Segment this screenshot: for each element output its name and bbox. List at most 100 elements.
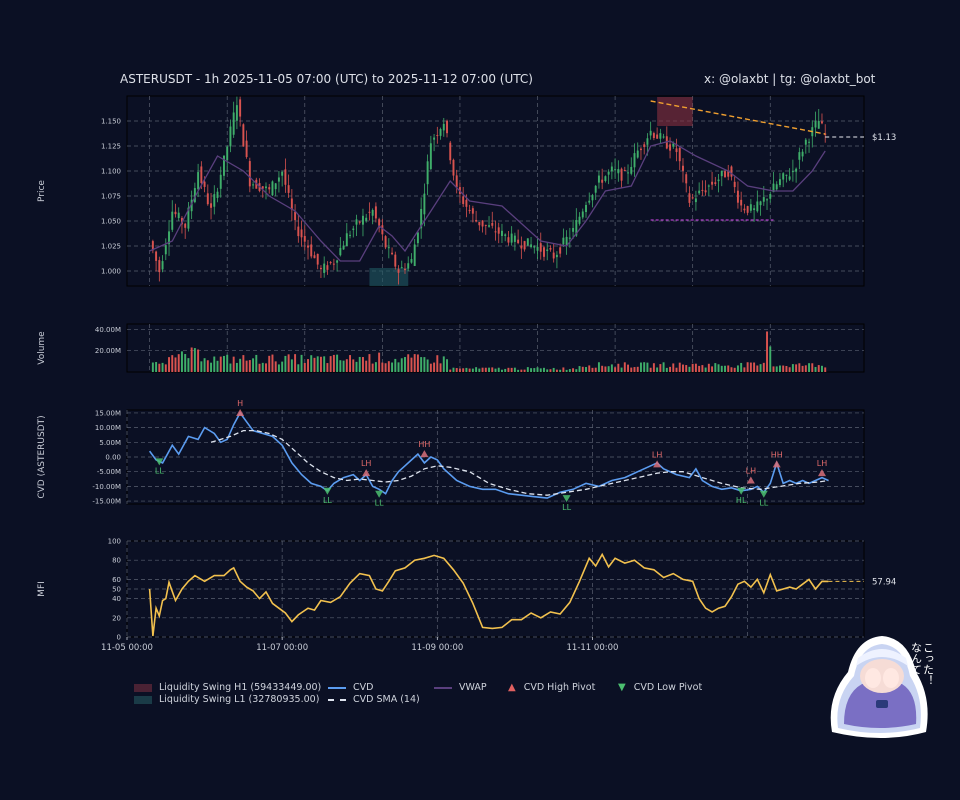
candle-body: [310, 244, 313, 257]
candle-body: [219, 174, 222, 189]
legend-pivot-high: ▲ CVD High Pivot: [508, 682, 595, 693]
mfi-current-label: 57.94: [872, 577, 896, 587]
volume-bar: [452, 367, 455, 372]
candle-body: [507, 237, 510, 243]
volume-bar: [669, 366, 672, 372]
volume-bar: [462, 368, 465, 372]
volume-bar: [242, 355, 245, 372]
volume-bar: [410, 357, 413, 372]
volume-bar: [578, 366, 581, 372]
candle-body: [439, 129, 442, 136]
volume-bar: [585, 367, 587, 372]
candle-body: [277, 177, 280, 182]
candle-body: [633, 153, 636, 168]
volume-bar: [271, 354, 274, 372]
volume-bar: [319, 356, 322, 372]
volume-bar: [517, 369, 520, 372]
candle-body: [300, 229, 303, 238]
cvd-ytick-0: -15.00M: [92, 498, 121, 506]
legend-swing-low-label: Liquidity Swing L1 (32780935.00): [159, 694, 320, 705]
mfi-ytick-3: 50: [112, 586, 121, 594]
volume-bar: [601, 365, 604, 372]
candle-body: [478, 222, 481, 226]
volume-bar: [610, 364, 613, 372]
candle-body: [413, 244, 416, 266]
candle-body: [814, 121, 817, 128]
candle-body: [307, 245, 309, 248]
volume-bar: [775, 366, 778, 372]
volume-bar: [814, 366, 817, 372]
candle-body: [672, 143, 675, 147]
volume-bar: [442, 356, 445, 372]
cvd-pivot-low-10: [759, 490, 768, 498]
volume-bar: [510, 367, 513, 372]
price-ytick-3: 1.075: [101, 193, 121, 201]
legend-cvd-swatch: [328, 686, 346, 689]
candle-body: [294, 211, 297, 221]
volume-bar: [239, 358, 242, 372]
mfi-ytick-5: 80: [112, 557, 121, 565]
volume-bar: [274, 361, 277, 372]
candle-body: [316, 253, 319, 265]
volume-bar: [759, 364, 762, 372]
candle-body: [504, 234, 507, 236]
cvd-ytick-2: -5.00M: [97, 468, 121, 476]
candle-body: [517, 239, 520, 244]
volume-bar: [281, 361, 284, 372]
candle-body: [210, 203, 213, 208]
volume-bar: [678, 362, 681, 372]
volume-bar: [245, 360, 248, 372]
volume-bar: [491, 367, 494, 372]
candle-body: [785, 174, 788, 176]
candle-body: [707, 185, 710, 187]
candle-body: [630, 166, 633, 174]
candle-body: [442, 123, 445, 131]
candle-body: [374, 206, 377, 219]
volume-bar: [620, 367, 623, 372]
cvd-ytick-3: 0.00: [105, 454, 121, 462]
volume-bar: [265, 363, 267, 372]
volume-bar: [484, 367, 487, 372]
cvd-pivot-label-3: LL: [375, 499, 384, 508]
legend-cvd-sma-label: CVD SMA (14): [353, 694, 420, 705]
legend-cvd-sma: CVD SMA (14): [328, 694, 420, 705]
legend-cvd-sma-swatch: [328, 698, 346, 701]
volume-bar: [465, 367, 468, 372]
volume-bar: [604, 366, 607, 372]
volume-bar: [197, 349, 200, 372]
mfi-ytick-2: 40: [112, 595, 121, 603]
volume-bar: [423, 357, 426, 372]
legend-swing-high-swatch: [134, 683, 152, 692]
legend-cvd-label: CVD: [353, 682, 374, 693]
candle-body: [762, 197, 765, 202]
candle-body: [329, 262, 332, 264]
candle-body: [627, 172, 630, 174]
volume-ytick-1: 40.00M: [95, 326, 121, 334]
candle-body: [436, 135, 439, 137]
volume-bar: [591, 367, 594, 372]
cvd-pivot-high-0: [236, 408, 245, 416]
mascot-caption-2: なんて: [910, 642, 923, 675]
candle-body: [682, 165, 684, 171]
candle-body: [733, 181, 736, 188]
trendline: [650, 100, 826, 135]
mascot-illustration: こった！ なんて: [830, 636, 935, 738]
candle-body: [151, 241, 154, 251]
volume-bar: [210, 362, 213, 372]
cvd-line: [148, 411, 829, 499]
volume-bar: [769, 346, 772, 372]
candle-body: [552, 252, 555, 259]
price-ytick-4: 1.100: [101, 168, 121, 176]
volume-bar: [736, 365, 739, 372]
candle-body: [491, 223, 494, 226]
candle-body: [168, 231, 170, 245]
volume-bar: [630, 367, 633, 372]
candle-body: [714, 182, 717, 184]
candle-body: [190, 199, 193, 212]
volume-bar: [177, 354, 180, 372]
cvd-ytick-5: 10.00M: [95, 424, 121, 432]
volume-bar: [753, 362, 756, 372]
price-ylabel: Price: [37, 180, 47, 202]
volume-bar: [446, 359, 448, 372]
candle-body: [371, 209, 374, 216]
